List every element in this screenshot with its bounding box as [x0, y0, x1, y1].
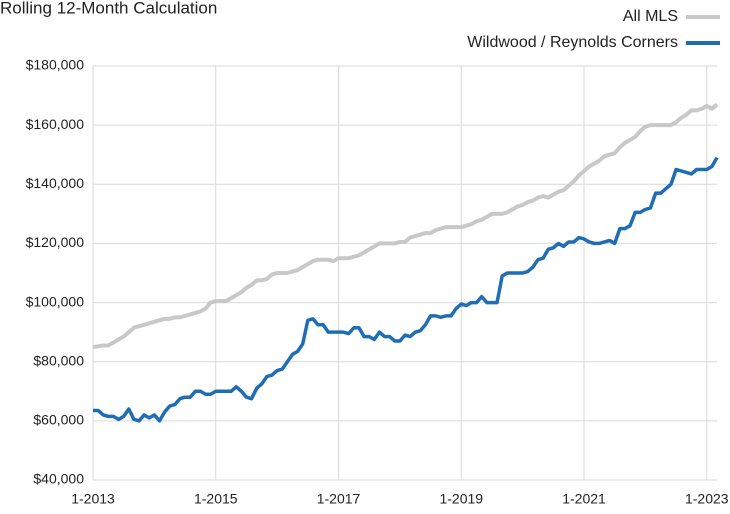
- y-tick-label: $140,000: [26, 175, 85, 191]
- legend-label: Wildwood / Reynolds Corners: [467, 34, 678, 51]
- x-tick-label: 1-2023: [685, 491, 729, 507]
- y-tick-label: $60,000: [33, 412, 84, 428]
- x-tick-label: 1-2021: [562, 491, 606, 507]
- x-tick-label: 1-2019: [439, 491, 483, 507]
- legend: All MLS Wildwood / Reynolds Corners: [467, 8, 720, 51]
- y-tick-label: $100,000: [26, 293, 85, 309]
- y-tick-label: $120,000: [26, 234, 85, 250]
- y-tick-label: $180,000: [26, 57, 85, 73]
- chart-title: Rolling 12-Month Calculation: [0, 0, 217, 17]
- x-tick-label: 1-2017: [317, 491, 361, 507]
- y-tick-label: $40,000: [33, 471, 84, 487]
- x-tick-label: 1-2015: [194, 491, 238, 507]
- series-line: [92, 102, 719, 349]
- x-tick-label: 1-2013: [71, 491, 115, 507]
- y-tick-label: $160,000: [26, 116, 85, 132]
- series-line: [93, 156, 719, 423]
- y-tick-label: $80,000: [33, 352, 84, 368]
- legend-label: All MLS: [623, 8, 678, 25]
